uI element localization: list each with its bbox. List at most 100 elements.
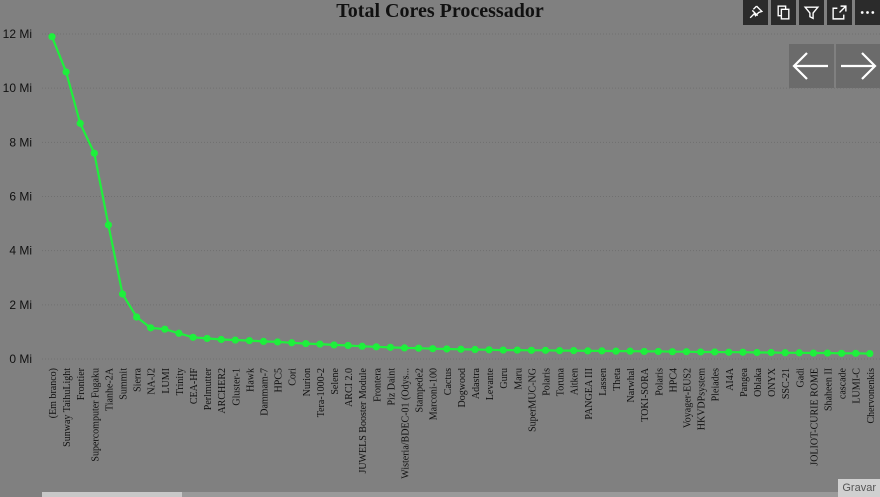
data-point[interactable] bbox=[682, 348, 691, 356]
x-tick-label: LUMI-C bbox=[852, 368, 863, 404]
x-tick-label: Piz Daint bbox=[386, 368, 397, 406]
visual-toolbar bbox=[743, 0, 880, 25]
pin-icon[interactable] bbox=[743, 0, 768, 25]
data-point[interactable] bbox=[556, 347, 564, 355]
data-point[interactable] bbox=[781, 349, 789, 357]
data-point[interactable] bbox=[626, 347, 634, 355]
x-tick-label: Tera-1000-2 bbox=[316, 368, 327, 417]
data-point[interactable] bbox=[133, 313, 141, 321]
data-point[interactable] bbox=[485, 346, 493, 354]
data-point[interactable] bbox=[344, 341, 352, 350]
x-tick-label: Supercomputer Fugaku bbox=[90, 368, 101, 462]
data-point[interactable] bbox=[386, 343, 394, 351]
data-point[interactable] bbox=[288, 339, 296, 347]
data-point[interactable] bbox=[415, 344, 423, 352]
data-point[interactable] bbox=[302, 339, 310, 348]
data-point[interactable] bbox=[838, 349, 846, 357]
data-point[interactable] bbox=[753, 348, 761, 357]
data-point[interactable] bbox=[245, 336, 253, 345]
data-point[interactable] bbox=[147, 324, 155, 332]
x-tick-label: Tianhe-2A bbox=[104, 367, 115, 411]
data-point[interactable] bbox=[358, 342, 366, 350]
data-point[interactable] bbox=[640, 347, 648, 356]
data-point[interactable] bbox=[767, 348, 775, 357]
x-tick-label: cascade bbox=[838, 367, 849, 399]
data-point[interactable] bbox=[654, 347, 662, 356]
more-icon[interactable] bbox=[855, 0, 880, 25]
data-point[interactable] bbox=[457, 345, 465, 353]
data-point[interactable] bbox=[90, 149, 98, 157]
x-tick-label: LUMI bbox=[161, 368, 172, 394]
data-point[interactable] bbox=[809, 349, 818, 357]
y-tick-label: 6 Mi bbox=[9, 190, 32, 204]
data-point[interactable] bbox=[598, 347, 606, 355]
data-point[interactable] bbox=[541, 346, 550, 354]
data-point[interactable] bbox=[429, 345, 437, 353]
x-tick-label: JOLIOT-CURIE ROME bbox=[809, 368, 820, 466]
data-point[interactable] bbox=[161, 325, 169, 333]
data-point[interactable] bbox=[471, 345, 479, 354]
data-point[interactable] bbox=[372, 343, 380, 351]
x-tick-label: ARCHER2 bbox=[217, 368, 228, 414]
copy-icon[interactable] bbox=[771, 0, 796, 25]
data-point[interactable] bbox=[852, 349, 860, 357]
data-point[interactable] bbox=[739, 348, 747, 356]
x-tick-label: Oblaka bbox=[753, 367, 764, 396]
data-point[interactable] bbox=[668, 348, 677, 356]
data-point[interactable] bbox=[259, 337, 268, 345]
data-point[interactable] bbox=[330, 341, 338, 349]
horizontal-scrollbar[interactable] bbox=[42, 492, 842, 497]
data-point[interactable] bbox=[274, 338, 282, 346]
filter-icon[interactable] bbox=[799, 0, 824, 25]
data-point[interactable] bbox=[217, 335, 225, 344]
data-point[interactable] bbox=[866, 349, 874, 358]
data-point[interactable] bbox=[76, 119, 84, 127]
data-point[interactable] bbox=[499, 346, 507, 354]
x-tick-label: Narwhal bbox=[626, 368, 637, 403]
scrollbar-thumb[interactable] bbox=[42, 492, 182, 497]
data-point[interactable] bbox=[570, 347, 578, 355]
data-point[interactable] bbox=[48, 33, 56, 41]
data-point[interactable] bbox=[203, 334, 211, 343]
x-tick-label: Perlmutter bbox=[203, 367, 214, 410]
data-point[interactable] bbox=[711, 348, 719, 356]
arrow-right-icon[interactable] bbox=[835, 44, 880, 88]
expand-icon[interactable] bbox=[827, 0, 852, 25]
x-tick-label: TOKI-SORA bbox=[640, 367, 651, 421]
data-point[interactable] bbox=[697, 348, 705, 356]
x-tick-label: Cactus bbox=[443, 368, 454, 395]
x-tick-label: Sierra bbox=[133, 367, 144, 391]
x-tick-label: Nurion bbox=[302, 368, 313, 396]
x-tick-label: Lassen bbox=[598, 368, 609, 396]
x-tick-label: Voyager-EUS2 bbox=[683, 368, 694, 428]
arrow-left-icon[interactable] bbox=[789, 44, 834, 88]
data-point[interactable] bbox=[316, 340, 324, 348]
y-tick-label: 2 Mi bbox=[9, 298, 32, 312]
data-point[interactable] bbox=[443, 345, 451, 353]
data-point[interactable] bbox=[527, 346, 536, 354]
data-point[interactable] bbox=[584, 347, 592, 355]
x-tick-label: Frontier bbox=[76, 367, 87, 400]
x-tick-label: AI4A bbox=[725, 367, 736, 391]
data-point[interactable] bbox=[795, 349, 803, 357]
data-point[interactable] bbox=[400, 344, 409, 352]
x-tick-label: SuperMUC-NG bbox=[527, 368, 538, 432]
y-tick-label: 10 Mi bbox=[3, 81, 32, 95]
x-tick-label: Guru bbox=[499, 368, 510, 389]
data-point[interactable] bbox=[175, 329, 183, 337]
data-point[interactable] bbox=[189, 333, 197, 341]
x-tick-label: Polaris bbox=[542, 368, 553, 396]
data-point[interactable] bbox=[118, 290, 127, 298]
x-tick-label: Cori bbox=[288, 368, 299, 386]
x-tick-label: Trinity bbox=[175, 368, 186, 395]
data-point[interactable] bbox=[612, 347, 620, 355]
x-tick-label: Gluster-1 bbox=[231, 368, 242, 406]
data-point[interactable] bbox=[725, 348, 733, 356]
x-tick-label: NA-J2 bbox=[147, 368, 158, 395]
x-tick-label: JUWELS Booster Module bbox=[358, 367, 369, 473]
data-point[interactable] bbox=[62, 68, 70, 76]
data-point[interactable] bbox=[104, 221, 112, 229]
data-point[interactable] bbox=[823, 349, 832, 357]
data-point[interactable] bbox=[231, 336, 239, 344]
data-point[interactable] bbox=[513, 346, 521, 354]
